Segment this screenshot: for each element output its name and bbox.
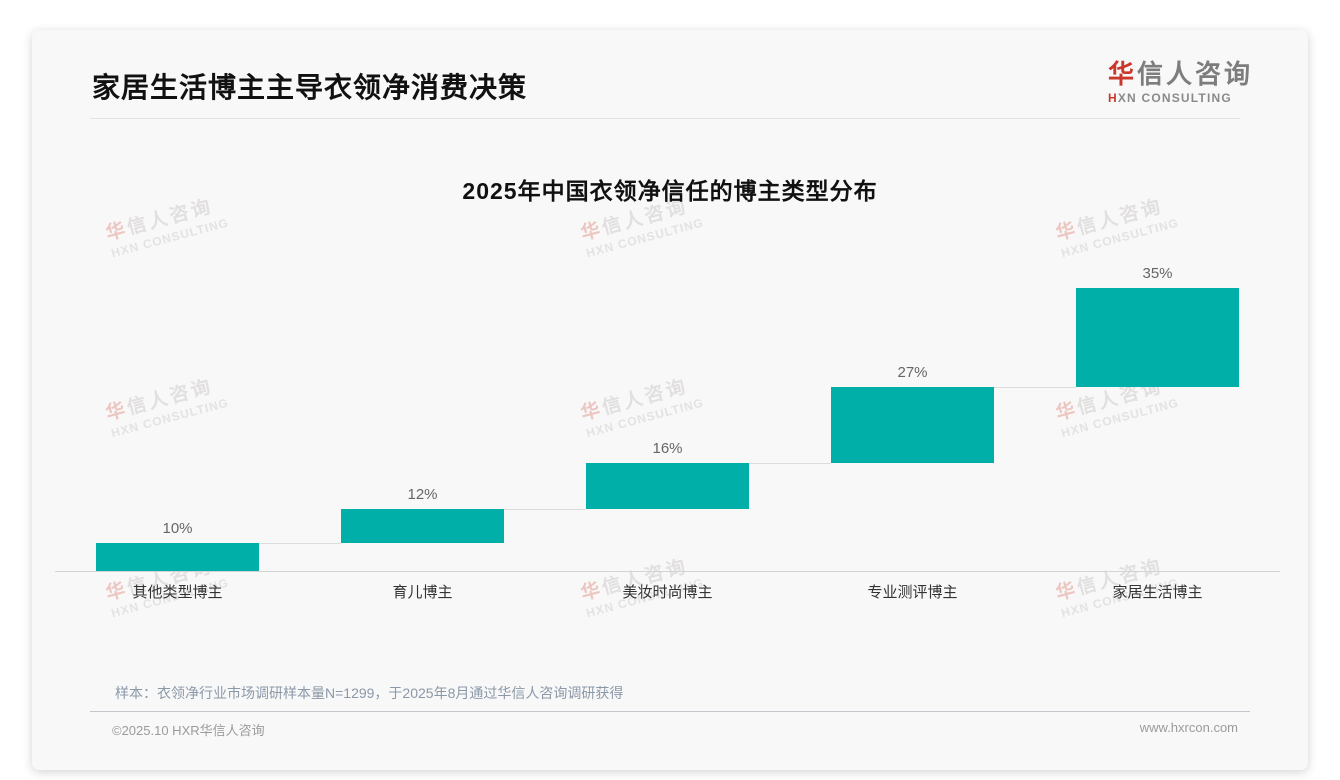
bar-value-label: 27% (897, 364, 928, 382)
bar-value-label: 35% (1142, 265, 1173, 282)
waterfall-bar (831, 387, 994, 464)
sample-note: 样本：衣领净行业市场调研样本量N=1299，于2025年8月通过华信人咨询调研获… (115, 685, 624, 701)
waterfall-chart: 10% 其他类型博主 12% 育儿博主 16% 美妆时尚博主 27% 专业测评博主 35% 家居生… (55, 190, 1280, 610)
connector-line (994, 387, 1076, 389)
waterfall-bar (586, 463, 749, 509)
header-divider (90, 118, 1240, 119)
waterfall-bar (1076, 288, 1239, 388)
page-title: 家居生活博主主导衣领净消费决策 (92, 72, 528, 103)
logo-en-text: HXN CONSULTING (1107, 90, 1232, 105)
bar-value-label: 16% (652, 440, 683, 458)
footer-copyright: ©2025.10 HXR华信人咨询 (112, 723, 265, 738)
company-logo: 华信人咨询 HXN CONSULTING (1108, 60, 1253, 105)
bar-value-label: 10% (162, 519, 193, 537)
category-label: 育儿博主 (392, 584, 453, 601)
logo-en-accent: H (1107, 90, 1118, 105)
category-label: 其他类型博主 (132, 584, 223, 601)
waterfall-bar (96, 542, 259, 571)
connector-line (259, 542, 341, 544)
connector-line (504, 508, 586, 510)
waterfall-bar (341, 508, 504, 543)
axis-baseline (55, 571, 1280, 572)
slide-card: 华信人咨询 HXN CONSULTING 华信人咨询 HXN CONSULTING 华信… (32, 30, 1308, 770)
connector-line (749, 463, 831, 465)
category-label: 专业测评博主 (867, 584, 958, 601)
category-label: 家居生活博主 (1112, 584, 1203, 601)
footer-website: www.hxrcon.com (1139, 720, 1238, 735)
category-label: 美妆时尚博主 (622, 584, 713, 601)
logo-cn-accent: 华 (1107, 59, 1137, 89)
bar-value-label: 12% (407, 485, 438, 503)
footer-divider (90, 711, 1250, 712)
logo-cn-text: 华信人咨询 (1107, 59, 1253, 89)
chart-title: 2025年中国衣领净信任的博主类型分布 (462, 178, 878, 204)
